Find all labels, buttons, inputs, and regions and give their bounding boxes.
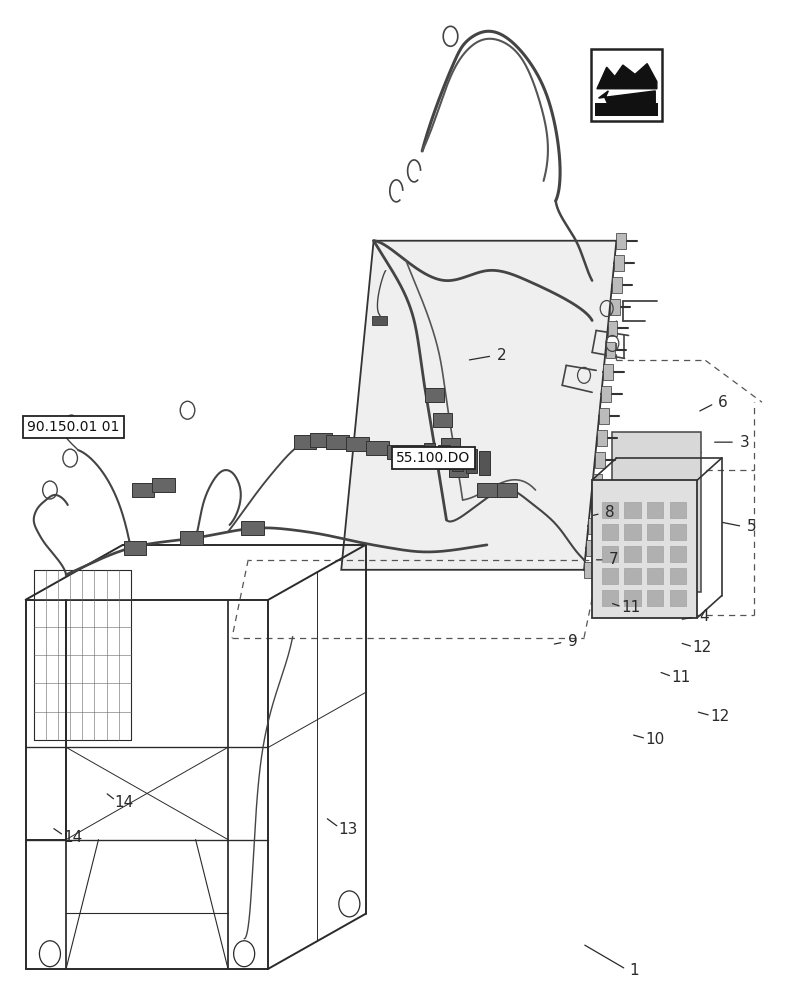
Bar [599, 408, 608, 424]
Bar [611, 432, 701, 592]
Polygon shape [598, 91, 654, 105]
Bar [583, 562, 593, 578]
Bar [601, 502, 617, 518]
Bar [325, 435, 348, 449]
Bar [152, 478, 174, 492]
Bar [609, 299, 619, 315]
Text: 6: 6 [718, 395, 727, 410]
Bar [601, 524, 617, 540]
Bar [624, 546, 640, 562]
Text: 3: 3 [739, 435, 749, 450]
Bar [669, 546, 685, 562]
Bar [601, 386, 610, 402]
Bar [478, 451, 490, 475]
Bar [624, 568, 640, 584]
Text: 12: 12 [710, 709, 729, 724]
Bar [601, 568, 617, 584]
Bar [601, 590, 617, 606]
Bar [646, 524, 663, 540]
Text: 4: 4 [698, 609, 708, 624]
Bar [669, 524, 685, 540]
Bar [646, 546, 663, 562]
Bar [624, 590, 640, 606]
Bar [601, 546, 617, 562]
Bar [607, 321, 616, 336]
Text: 12: 12 [692, 640, 711, 655]
Bar [241, 521, 264, 535]
Bar [440, 438, 460, 452]
Bar [611, 277, 621, 293]
Bar [594, 103, 657, 116]
Text: 55.100.DO: 55.100.DO [396, 451, 470, 465]
Bar [432, 413, 452, 427]
Bar [406, 445, 429, 459]
Bar [423, 443, 435, 467]
Bar [594, 452, 603, 468]
Text: 7: 7 [608, 552, 618, 567]
Bar [123, 541, 146, 555]
Bar [590, 496, 599, 512]
Text: 11: 11 [620, 600, 640, 615]
Bar [646, 590, 663, 606]
Text: 13: 13 [337, 822, 357, 837]
Bar [603, 364, 612, 380]
Bar [438, 445, 449, 469]
Bar [371, 316, 386, 325]
Bar [590, 49, 661, 121]
Text: 10: 10 [645, 732, 664, 747]
Bar [477, 483, 496, 497]
Bar [591, 480, 697, 618]
Bar [624, 524, 640, 540]
Text: 8: 8 [604, 505, 614, 520]
Bar [309, 433, 332, 447]
Text: 5: 5 [746, 519, 755, 534]
Bar [452, 447, 463, 471]
Bar [588, 518, 598, 534]
Bar [646, 502, 663, 518]
Text: 1: 1 [629, 963, 638, 978]
Text: 9: 9 [567, 634, 577, 649]
Bar [624, 502, 640, 518]
Bar [616, 233, 625, 249]
Bar [605, 342, 615, 358]
Polygon shape [596, 64, 656, 89]
Bar [646, 568, 663, 584]
Bar [293, 435, 315, 449]
Bar [497, 483, 517, 497]
Bar [131, 483, 154, 497]
Text: 14: 14 [63, 830, 82, 845]
Bar [669, 568, 685, 584]
Bar [180, 531, 203, 545]
Polygon shape [341, 241, 616, 570]
Bar [669, 502, 685, 518]
Bar [386, 445, 409, 459]
Bar [366, 441, 388, 455]
Bar [596, 430, 606, 446]
Bar [448, 463, 468, 477]
Bar [424, 388, 444, 402]
Bar [669, 590, 685, 606]
Bar [466, 449, 477, 473]
Bar [586, 540, 595, 556]
Text: 2: 2 [496, 348, 506, 363]
Text: 90.150.01 01: 90.150.01 01 [28, 420, 119, 434]
Bar [345, 437, 368, 451]
Text: 11: 11 [671, 670, 690, 685]
Bar [613, 255, 623, 271]
Text: 14: 14 [114, 795, 134, 810]
Bar [592, 474, 602, 490]
